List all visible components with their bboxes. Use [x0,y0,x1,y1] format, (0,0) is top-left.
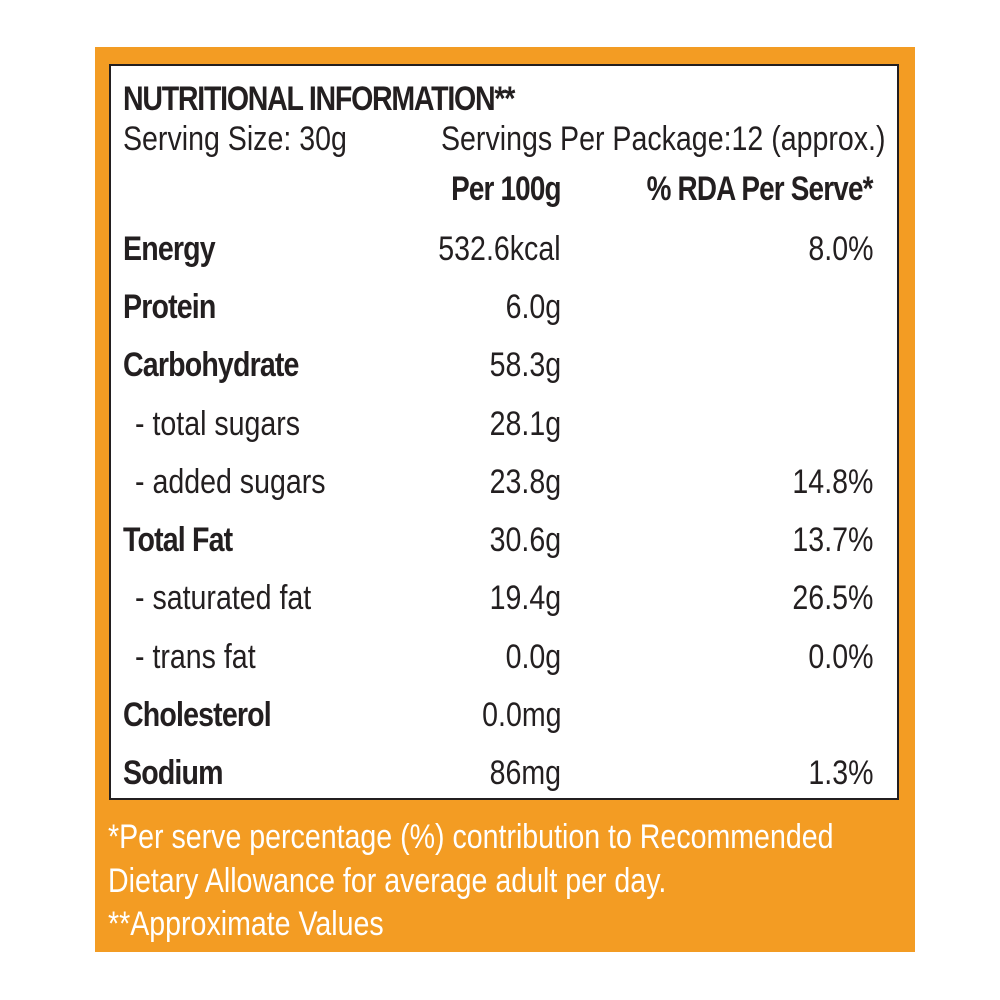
per-100g-value: 23.8g [489,463,561,501]
table-title: NUTRITIONAL INFORMATION** [123,80,515,118]
table-row: - added sugars 23.8g 14.8% [111,463,897,521]
per-100g-value: 19.4g [489,579,561,617]
table-row: - saturated fat 19.4g 26.5% [111,579,897,637]
nutrient-name: Energy [123,230,216,268]
servings-per-package: Servings Per Package:12 (approx.) [441,120,886,158]
column-header-per-100g: Per 100g [451,170,562,208]
rda-value: 8.0% [807,230,873,268]
per-100g-value: 58.3g [489,346,561,384]
table-row: Protein 6.0g [111,288,897,346]
nutrient-name: - added sugars [135,463,326,501]
table-row: Carbohydrate 58.3g [111,346,897,404]
per-100g-value: 0.0g [505,638,561,676]
column-header-rda: % RDA Per Serve* [646,170,874,208]
nutrition-table: NUTRITIONAL INFORMATION** Serving Size: … [109,64,899,800]
table-row: - trans fat 0.0g 0.0% [111,638,897,696]
nutrient-name: Sodium [123,754,224,792]
per-100g-value: 532.6kcal [438,230,561,268]
per-100g-value: 28.1g [489,405,561,443]
nutrient-name: Cholesterol [123,696,272,734]
footnote-rda: *Per serve percentage (%) contribution t… [108,818,834,856]
footnote-approximate: **Approximate Values [108,905,384,943]
nutrient-name: Total Fat [123,521,233,559]
nutrient-name: - saturated fat [135,579,312,617]
nutrient-name: Protein [123,288,216,326]
serving-size: Serving Size: 30g [123,120,347,158]
table-row: - total sugars 28.1g [111,405,897,463]
per-100g-value: 86mg [489,754,561,792]
per-100g-value: 6.0g [505,288,561,326]
footnote-rda-continued: Dietary Allowance for average adult per … [108,862,667,900]
nutrient-name: Carbohydrate [123,346,299,384]
table-row: Sodium 86mg 1.3% [111,754,897,812]
rda-value: 0.0% [807,638,873,676]
nutrient-name: - total sugars [135,405,301,443]
table-row: Cholesterol 0.0mg [111,696,897,754]
rda-value: 1.3% [807,754,873,792]
per-100g-value: 0.0mg [481,696,561,734]
table-row: Total Fat 30.6g 13.7% [111,521,897,579]
rda-value: 14.8% [792,463,873,501]
nutrient-name: - trans fat [135,638,256,676]
per-100g-value: 30.6g [489,521,561,559]
table-row: Energy 532.6kcal 8.0% [111,230,897,288]
rda-value: 26.5% [792,579,873,617]
rda-value: 13.7% [792,521,873,559]
